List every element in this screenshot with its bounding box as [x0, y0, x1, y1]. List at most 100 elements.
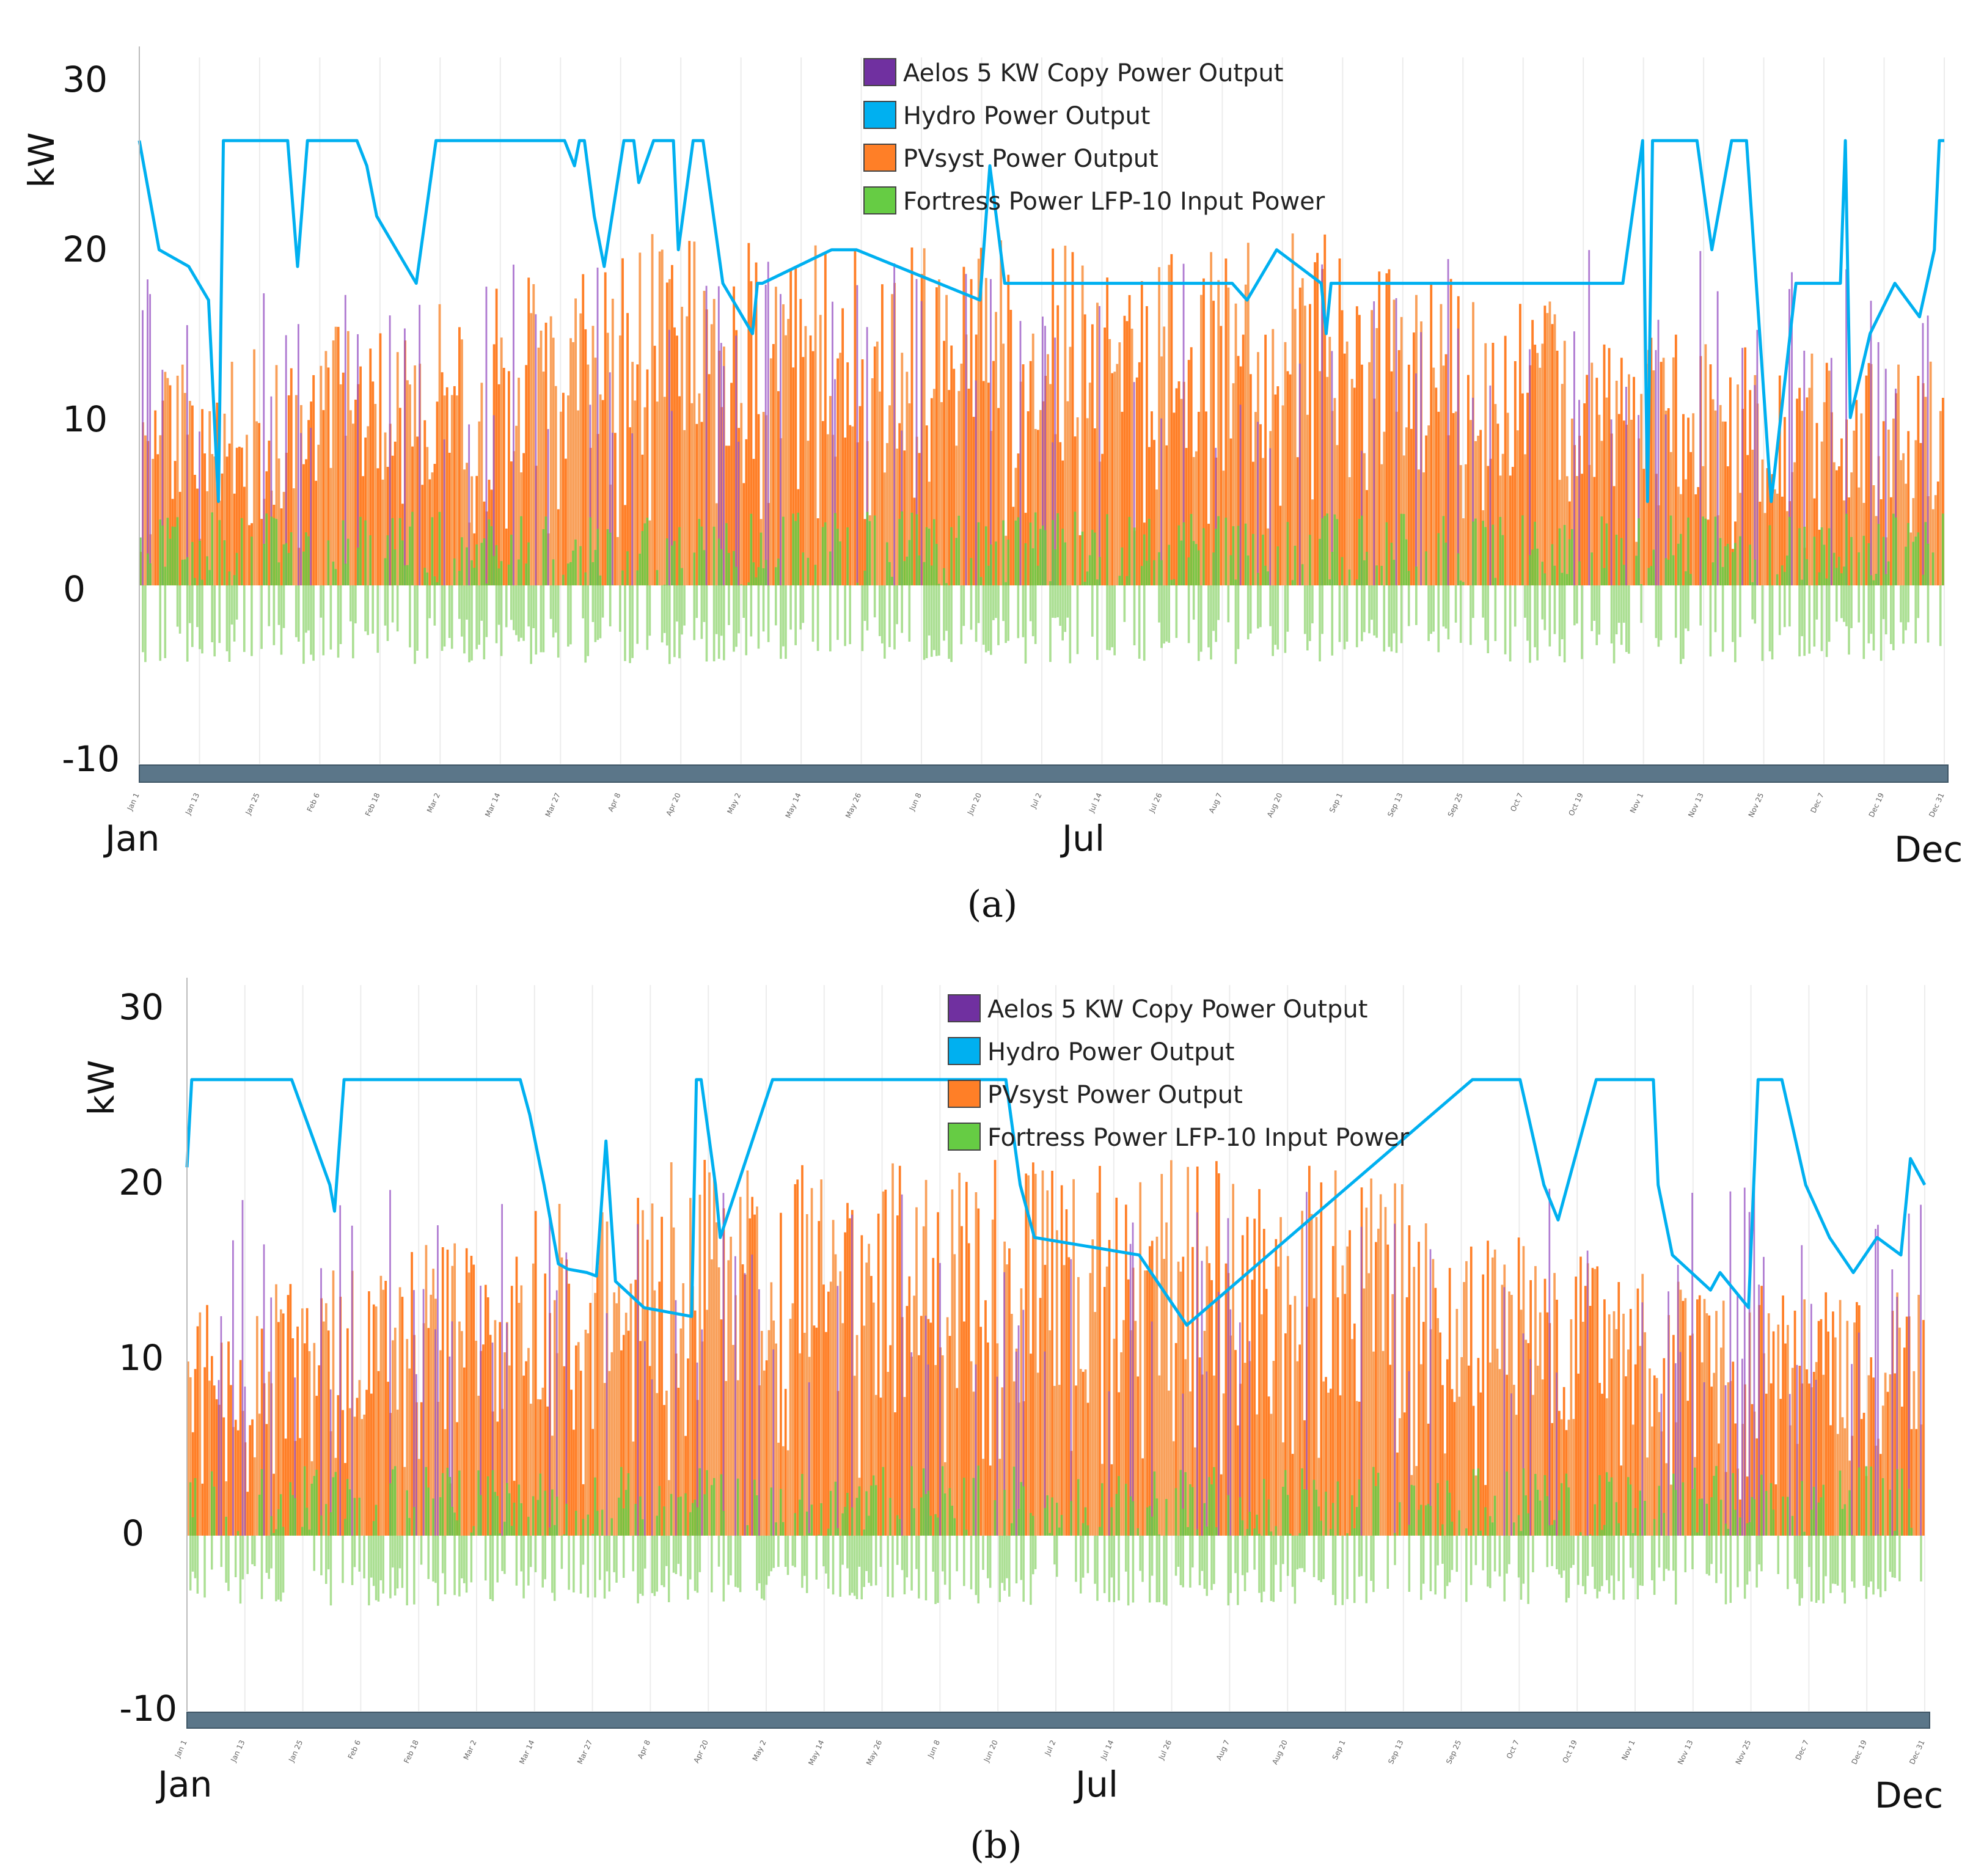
fortress-bar-pos-b-640 — [1710, 1497, 1713, 1536]
pvsyst-bar-a-699 — [1867, 363, 1870, 585]
fortress-bar-neg-a-99 — [384, 585, 387, 626]
minor-tick-label-b-27: Nov 25 — [1734, 1739, 1753, 1765]
fortress-bar-pos-a-413 — [1160, 560, 1163, 585]
fortress-bar-neg-b-269 — [827, 1536, 830, 1589]
fortress-bar-pos-a-489 — [1348, 570, 1351, 585]
pvsyst-bar-b-655 — [1746, 1476, 1749, 1536]
fortress-bar-neg-b-214 — [696, 1536, 699, 1593]
aelos-bar-a-667 — [1788, 288, 1790, 585]
pvsyst-bar-a-470 — [1301, 278, 1304, 585]
fortress-bar-pos-a-418 — [1173, 579, 1176, 585]
pvsyst-bar-a-608 — [1642, 469, 1645, 585]
fortress-bar-neg-b-571 — [1546, 1536, 1549, 1567]
pvsyst-bar-a-418 — [1173, 412, 1176, 585]
fortress-bar-neg-a-252 — [762, 585, 765, 632]
fortress-bar-pos-a-641 — [1724, 546, 1727, 585]
pvsyst-bar-a-536 — [1464, 464, 1467, 585]
fortress-bar-neg-a-112 — [416, 585, 419, 651]
fortress-bar-neg-a-371 — [1056, 585, 1059, 618]
pvsyst-bar-b-608 — [1634, 1364, 1637, 1536]
fortress-bar-neg-a-179 — [582, 585, 584, 618]
fortress-bar-neg-b-642 — [1715, 1536, 1718, 1583]
fortress-bar-neg-a-487 — [1343, 585, 1346, 650]
fortress-bar-pos-a-454 — [1262, 534, 1264, 585]
pvsyst-bar-b-86 — [392, 1340, 394, 1536]
pvsyst-bar-a-330 — [955, 445, 958, 585]
fortress-bar-neg-b-497 — [1370, 1536, 1372, 1581]
fortress-bar-pos-a-405 — [1140, 566, 1143, 585]
fortress-bar-pos-a-544 — [1484, 527, 1487, 585]
minor-tick-label-a-13: Jun 8 — [907, 791, 923, 812]
fortress-bar-neg-a-20 — [188, 585, 191, 623]
fortress-bar-neg-b-320 — [948, 1536, 951, 1600]
fortress-bar-neg-a-220 — [683, 585, 686, 626]
fortress-bar-pos-b-507 — [1394, 1533, 1396, 1536]
fortress-bar-pos-a-349 — [1002, 520, 1005, 585]
pvsyst-bar-b-262 — [810, 1188, 813, 1536]
fortress-bar-neg-a-404 — [1138, 585, 1141, 659]
pvsyst-bar-a-652 — [1751, 449, 1754, 585]
fortress-bar-pos-b-272 — [834, 1481, 837, 1536]
pvsyst-bar-b-401 — [1141, 1458, 1144, 1536]
fortress-bar-pos-b-315 — [937, 1517, 939, 1536]
fortress-bar-pos-a-13 — [171, 526, 174, 585]
fortress-bar-neg-b-593 — [1598, 1536, 1601, 1592]
fortress-bar-neg-b-130 — [496, 1536, 499, 1583]
pvsyst-bar-b-359 — [1041, 1170, 1044, 1536]
fortress-bar-neg-a-355 — [1017, 585, 1020, 639]
fortress-bar-pos-a-3 — [147, 553, 149, 585]
fortress-bar-neg-a-615 — [1660, 585, 1663, 640]
pvsyst-bar-a-195 — [621, 258, 624, 585]
pvsyst-bar-b-558 — [1515, 1415, 1518, 1536]
pvsyst-bar-b-509 — [1399, 1418, 1401, 1536]
y-tick-label-b-1: 20 — [119, 1162, 164, 1203]
pvsyst-bar-a-537 — [1467, 375, 1470, 585]
range-slider-a[interactable] — [139, 764, 1949, 783]
fortress-bar-neg-a-140 — [485, 585, 488, 637]
pvsyst-bar-b-664 — [1767, 1313, 1770, 1536]
pvsyst-bar-a-108 — [406, 380, 409, 585]
fortress-bar-pos-a-203 — [641, 531, 644, 585]
pvsyst-bar-a-120 — [436, 401, 439, 585]
pvsyst-bar-a-22 — [194, 475, 196, 585]
fortress-bar-neg-b-277 — [846, 1536, 849, 1569]
pvsyst-bar-b-516 — [1415, 1466, 1418, 1536]
fortress-bar-pos-a-11 — [166, 518, 169, 585]
fortress-bar-neg-b-199 — [661, 1536, 663, 1586]
aelos-bar-a-673 — [1803, 350, 1806, 585]
pvsyst-bar-b-267 — [822, 1284, 825, 1536]
pvsyst-bar-a-237 — [725, 445, 728, 585]
fortress-bar-neg-a-607 — [1640, 585, 1642, 623]
pvsyst-bar-b-302 — [906, 1306, 909, 1536]
pvsyst-bar-a-630 — [1697, 487, 1700, 585]
fortress-bar-neg-a-198 — [629, 585, 631, 664]
fortress-bar-pos-a-141 — [488, 519, 491, 585]
pvsyst-bar-a-463 — [1284, 342, 1287, 585]
pvsyst-bar-b-529 — [1446, 1359, 1449, 1536]
fortress-bar-pos-a-680 — [1820, 527, 1823, 585]
pvsyst-bar-a-490 — [1350, 379, 1353, 585]
pvsyst-bar-b-136 — [510, 1286, 513, 1536]
legend-swatch-a-1 — [863, 101, 896, 129]
fortress-bar-neg-a-492 — [1355, 585, 1358, 648]
fortress-bar-pos-a-293 — [863, 570, 866, 585]
fortress-bar-pos-a-551 — [1501, 535, 1504, 585]
fortress-bar-pos-a-370 — [1054, 549, 1056, 585]
fortress-bar-neg-a-236 — [722, 585, 725, 661]
minor-tick-label-b-6: Mar 14 — [518, 1739, 536, 1765]
fortress-bar-pos-a-78 — [332, 562, 335, 585]
pvsyst-bar-a-363 — [1036, 430, 1039, 585]
fortress-bar-pos-a-577 — [1565, 574, 1569, 585]
pvsyst-bar-a-48 — [258, 423, 261, 585]
aelos-bar-b-96 — [415, 1374, 417, 1536]
pvsyst-bar-b-671 — [1784, 1343, 1787, 1536]
fortress-bar-neg-b-243 — [765, 1536, 768, 1585]
minor-tick-label-a-11: May 14 — [784, 791, 803, 819]
aelos-bar-b-405 — [1151, 1321, 1153, 1536]
fortress-bar-pos-b-562 — [1525, 1495, 1527, 1536]
fortress-bar-pos-a-576 — [1563, 525, 1566, 585]
range-slider-b[interactable] — [186, 1712, 1930, 1729]
fortress-bar-pos-a-416 — [1168, 544, 1171, 585]
aelos-bar-a-388 — [1099, 306, 1100, 585]
pvsyst-bar-a-288 — [851, 426, 854, 585]
